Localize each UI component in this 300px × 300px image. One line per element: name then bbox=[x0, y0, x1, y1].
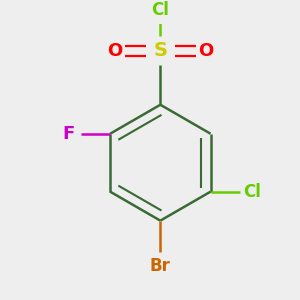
Text: S: S bbox=[153, 41, 167, 60]
Text: O: O bbox=[198, 42, 214, 60]
Text: F: F bbox=[63, 125, 75, 143]
Text: Cl: Cl bbox=[243, 183, 261, 201]
Text: Br: Br bbox=[150, 257, 171, 275]
Text: Cl: Cl bbox=[152, 1, 169, 19]
Text: O: O bbox=[107, 42, 122, 60]
